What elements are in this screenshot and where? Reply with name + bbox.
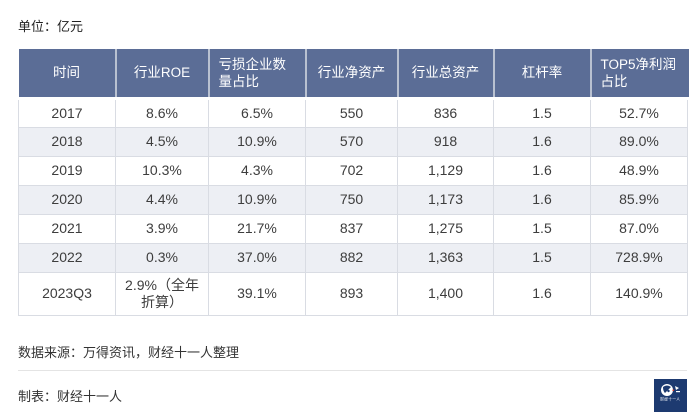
table-cell: 1,173 xyxy=(397,184,494,215)
table-cell: 2017 xyxy=(18,97,116,128)
table-cell: 918 xyxy=(397,126,494,157)
column-header-2: 行业ROE xyxy=(115,49,210,100)
footer-divider xyxy=(18,369,687,371)
table-cell: 48.9% xyxy=(590,155,688,186)
table-cell: 702 xyxy=(305,155,398,186)
table-row: 2020 4.4% 10.9% 750 1,173 1.6 85.9% xyxy=(18,184,688,215)
table-cell: 728.9% xyxy=(590,242,688,273)
table-cell: 2018 xyxy=(18,126,116,157)
table-cell: 1.6 xyxy=(493,271,591,316)
credit-note: 制表：财经十一人 xyxy=(18,388,123,404)
table-cell: 4.5% xyxy=(115,126,209,157)
table-cell: 836 xyxy=(397,97,494,128)
table-cell: 10.9% xyxy=(208,126,306,157)
table-cell: 2022 xyxy=(18,242,116,273)
table-cell: 8.6% xyxy=(115,97,209,128)
table-row: 2021 3.9% 21.7% 837 1,275 1.5 87.0% xyxy=(18,213,688,244)
table-cell: 52.7% xyxy=(590,97,688,128)
footer-credit-row: 制表：财经十一人 财经十一人 xyxy=(18,378,687,412)
table-header: 时间 行业ROE 亏损企业数量占比 行业净资产 行业总资产 杠杆率 TOP5净利润占比 xyxy=(18,49,689,100)
table-cell: 37.0% xyxy=(208,242,306,273)
table-row: 2023Q3 2.9%（全年折算） 39.1% 893 1,400 1.6 140.9% xyxy=(18,271,688,316)
table-cell: 1.5 xyxy=(493,213,591,244)
table-cell: 1.6 xyxy=(493,126,591,157)
table-cell: 89.0% xyxy=(590,126,688,157)
table-cell: 1,363 xyxy=(397,242,494,273)
table-row: 2022 0.3% 37.0% 882 1,363 1.5 728.9% xyxy=(18,242,688,273)
table-cell: 6.5% xyxy=(208,97,306,128)
table-cell: 4.4% xyxy=(115,184,209,215)
column-header-4: 行业净资产 xyxy=(305,49,399,100)
globe-figure-icon xyxy=(660,382,682,398)
table-cell: 39.1% xyxy=(208,271,306,316)
table-row: 2018 4.5% 10.9% 570 918 1.6 89.0% xyxy=(18,126,688,157)
table-cell: 140.9% xyxy=(590,271,688,316)
table-cell: 3.9% xyxy=(115,213,209,244)
table-cell: 750 xyxy=(305,184,398,215)
table-cell: 1.5 xyxy=(493,242,591,273)
table-cell: 570 xyxy=(305,126,398,157)
table-cell: 882 xyxy=(305,242,398,273)
table-cell: 10.9% xyxy=(208,184,306,215)
table-header-row: 时间 行业ROE 亏损企业数量占比 行业净资产 行业总资产 杠杆率 TOP5净利润占比 xyxy=(18,49,689,100)
table-cell: 2019 xyxy=(18,155,116,186)
table-body: 2017 8.6% 6.5% 550 836 1.5 52.7% 2018 4.5% 10.9% 5… xyxy=(18,97,688,316)
logo-text: 财经十一人 xyxy=(660,397,681,402)
table-cell: 85.9% xyxy=(590,184,688,215)
column-header-3: 亏损企业数量占比 xyxy=(208,49,307,100)
column-header-5: 行业总资产 xyxy=(397,49,495,100)
table-cell: 1,129 xyxy=(397,155,494,186)
table-cell: 0.3% xyxy=(115,242,209,273)
table-cell: 1,400 xyxy=(397,271,494,316)
table-cell: 10.3% xyxy=(115,155,209,186)
table-cell: 893 xyxy=(305,271,398,316)
column-header-6: 杠杆率 xyxy=(493,49,592,100)
data-table: 时间 行业ROE 亏损企业数量占比 行业净资产 行业总资产 杠杆率 TOP5净利润占比 20… xyxy=(18,49,689,316)
table-cell: 1.6 xyxy=(493,184,591,215)
table-cell: 1.6 xyxy=(493,155,591,186)
table-cell: 21.7% xyxy=(208,213,306,244)
table-cell: 1,275 xyxy=(397,213,494,244)
table-cell: 2020 xyxy=(18,184,116,215)
table-cell: 2.9%（全年折算） xyxy=(115,271,209,316)
table-cell: 550 xyxy=(305,97,398,128)
table-cell: 2023Q3 xyxy=(18,271,116,316)
table-row: 2017 8.6% 6.5% 550 836 1.5 52.7% xyxy=(18,97,688,128)
table-cell: 1.5 xyxy=(493,97,591,128)
table-cell: 837 xyxy=(305,213,398,244)
caijing-logo: 财经十一人 xyxy=(654,378,687,412)
table-cell: 87.0% xyxy=(590,213,688,244)
table-cell: 2021 xyxy=(18,213,116,244)
table-cell: 4.3% xyxy=(208,155,306,186)
data-source-note: 数据来源：万得资讯，财经十一人整理 xyxy=(18,344,240,360)
column-header-1: 时间 xyxy=(18,49,117,100)
column-header-7: TOP5净利润占比 xyxy=(590,49,689,100)
table-row: 2019 10.3% 4.3% 702 1,129 1.6 48.9% xyxy=(18,155,688,186)
unit-label: 单位：亿元 xyxy=(18,19,84,34)
